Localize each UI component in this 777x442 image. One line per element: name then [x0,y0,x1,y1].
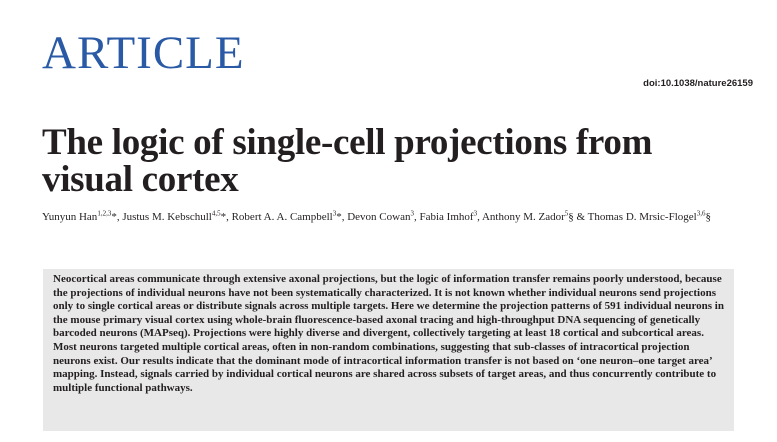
author-affiliation: 3,6 [696,209,706,218]
author-5[interactable]: Anthony M. Zador5§ [481,209,574,223]
author-affiliation: 3 [473,209,478,218]
author-4[interactable]: Fabia Imhof3 [419,209,478,223]
author-mark: * [111,211,117,223]
author-name: Robert A. A. Campbell [231,211,333,223]
author-affiliation: 3 [332,209,337,218]
article-title: The logic of single-cell projections fro… [42,122,653,200]
author-mark: § [568,211,574,223]
author-separator: , [226,211,232,223]
author-affiliation: 5 [564,209,569,218]
abstract-box: Neocortical areas communicate through ex… [43,269,734,431]
doi-link[interactable]: doi:10.1038/nature26159 [643,78,753,89]
author-0[interactable]: Yunyun Han1,2,3* [42,209,117,223]
author-name: Thomas D. Mrsic-Flogel [587,211,697,223]
author-affiliation: 1,2,3 [97,209,112,218]
abstract-text: Neocortical areas communicate through ex… [53,273,724,394]
author-mark: * [336,211,342,223]
author-separator: , [477,211,482,223]
author-name: Anthony M. Zador [481,211,565,223]
author-separator: , [413,211,420,223]
author-mark: * [220,211,227,223]
author-name: Devon Cowan [347,211,411,223]
author-6[interactable]: Thomas D. Mrsic-Flogel3,6§ [587,209,711,223]
author-1[interactable]: Justus M. Kebschull4,5* [122,209,227,223]
author-list: Yunyun Han1,2,3*, Justus M. Kebschull4,5… [42,210,742,224]
author-affiliation: 4,5 [211,209,221,218]
author-separator: , [116,211,123,223]
author-affiliation: 3 [410,209,414,218]
author-2[interactable]: Robert A. A. Campbell3* [231,209,342,223]
author-mark: § [705,211,711,223]
author-separator: & [573,211,588,223]
section-label: ARTICLE [42,27,245,79]
author-3[interactable]: Devon Cowan3 [347,209,414,223]
author-name: Justus M. Kebschull [122,211,212,223]
author-separator: , [341,211,348,223]
author-name: Fabia Imhof [419,211,474,223]
author-name: Yunyun Han [42,211,98,223]
